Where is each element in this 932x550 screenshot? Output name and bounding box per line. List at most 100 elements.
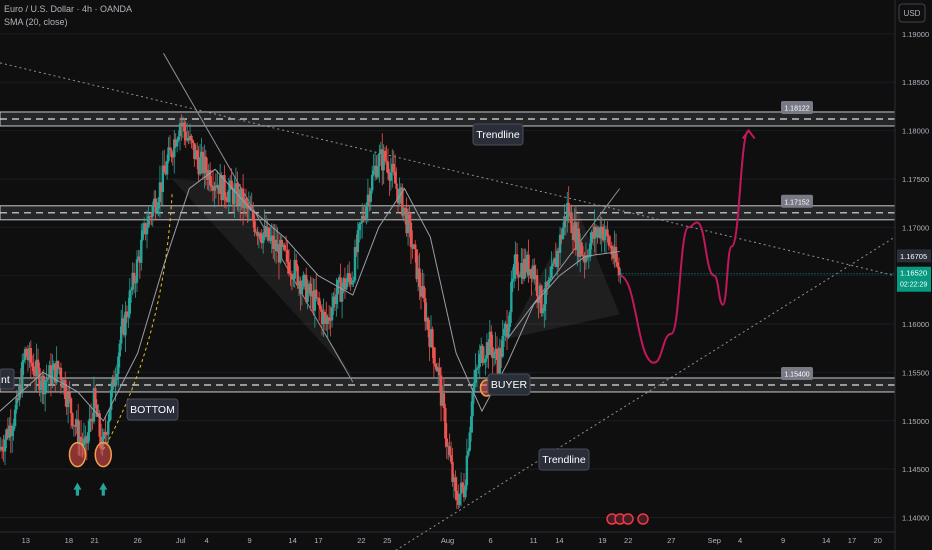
candle-body: [163, 165, 166, 173]
candle-body: [458, 493, 461, 505]
candle-body: [259, 233, 262, 240]
candle-body: [89, 418, 93, 420]
price-tick-label: 1.18500: [902, 78, 929, 87]
candle-body: [505, 323, 509, 338]
candle-body: [502, 328, 506, 336]
candle-body: [482, 361, 486, 363]
candle-body: [115, 373, 119, 381]
candle-body: [305, 274, 308, 302]
candle-body: [315, 289, 318, 299]
candle-body: [434, 363, 437, 367]
event-flag-icon: [622, 513, 634, 525]
time-tick-label: 22: [624, 536, 632, 545]
candle-body: [243, 198, 246, 209]
candle-body: [514, 254, 517, 265]
candle-body: [309, 283, 312, 297]
candle-body: [365, 205, 368, 219]
open-price-badge: [897, 249, 931, 263]
candle-body: [329, 319, 332, 321]
candle-body: [35, 359, 38, 377]
candle-body: [16, 397, 20, 401]
candle-body: [548, 278, 552, 280]
current-price-countdown: 02:22:29: [900, 282, 927, 289]
candle-body: [455, 491, 459, 501]
open-price-value: 1.16705: [900, 252, 927, 261]
candle-body: [28, 347, 31, 361]
candle-body: [370, 174, 374, 191]
candle-body: [534, 275, 537, 280]
candle-body: [350, 282, 354, 285]
candle-body: [174, 139, 177, 147]
indicator-title: SMA (20, close): [4, 17, 68, 27]
candle-body: [74, 425, 77, 427]
time-tick-label: 17: [314, 536, 322, 545]
price-tick-label: 1.16000: [902, 320, 929, 329]
level-badge: [781, 194, 813, 208]
candle-body: [583, 256, 586, 263]
candle-body: [185, 138, 189, 141]
candle-body: [68, 392, 71, 399]
candle-body: [425, 317, 428, 322]
candle-body: [578, 242, 582, 257]
candle-body: [442, 393, 446, 408]
candle-body: [147, 216, 150, 228]
candle-body: [264, 226, 268, 237]
candle-body: [403, 207, 407, 210]
candle-body: [545, 281, 549, 287]
trendline: [507, 188, 621, 339]
currency-button-label: USD: [904, 9, 921, 18]
candle-body: [270, 235, 273, 239]
candle-body: [45, 379, 48, 382]
candle-body: [488, 331, 492, 355]
candle-body: [406, 214, 410, 234]
candle-body: [121, 318, 124, 327]
candle-body: [188, 135, 192, 141]
candle-body: [566, 202, 569, 221]
candle-body: [119, 326, 123, 344]
trendline: [395, 236, 896, 550]
candle-body: [10, 431, 14, 437]
candle-body: [218, 175, 222, 194]
up-arrow-icon: [99, 482, 108, 496]
candle-body: [478, 354, 481, 367]
candle-body: [573, 222, 576, 241]
candle-body: [216, 184, 219, 188]
time-tick-label: 9: [247, 536, 251, 545]
projection-path: [619, 129, 750, 364]
candle-body: [282, 244, 285, 247]
candle-body: [333, 296, 337, 304]
candle-body: [144, 223, 147, 235]
buyer-label: BUYER: [491, 379, 528, 391]
candle-body: [388, 173, 391, 181]
candle-body: [454, 477, 457, 492]
candle-body: [445, 438, 448, 447]
candle-body: [408, 214, 411, 223]
candle-body: [227, 190, 230, 203]
candle-body: [570, 212, 573, 233]
candle-body: [594, 226, 598, 238]
candle-body: [211, 186, 215, 191]
candle-body: [122, 318, 126, 336]
bottom-label-box: [126, 398, 179, 421]
candle-body: [276, 244, 279, 252]
candle-body: [520, 263, 523, 277]
candle-body: [69, 398, 73, 414]
time-tick-label: 26: [134, 536, 142, 545]
candle-body: [241, 188, 245, 209]
candle-body: [360, 215, 364, 223]
candle-body: [429, 329, 433, 347]
candle-body: [363, 218, 367, 220]
candle-body: [2, 450, 5, 452]
candle-body: [196, 150, 199, 160]
candle-body: [590, 231, 593, 244]
candle-body: [79, 436, 83, 442]
bottom-marker: [94, 441, 113, 468]
candle-body: [200, 151, 203, 158]
candle-body: [178, 123, 182, 137]
symbol-title: Euro / U.S. Dollar · 4h · OANDA: [4, 4, 133, 14]
candle-body: [41, 375, 44, 388]
candle-body: [105, 434, 109, 436]
currency-button[interactable]: [898, 3, 926, 23]
candle-body: [448, 446, 451, 456]
